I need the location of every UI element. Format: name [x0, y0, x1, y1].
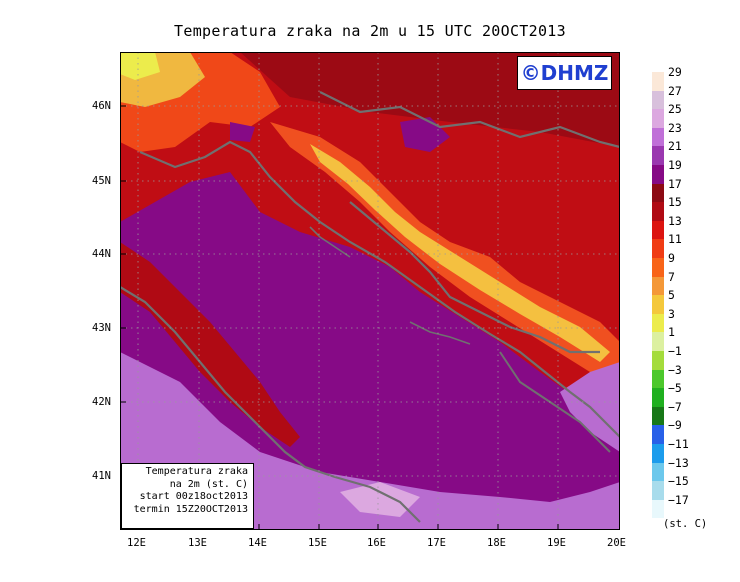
lon-label-14e: 14E [248, 537, 267, 549]
legend-label: 17 [668, 176, 682, 191]
northern-border [319, 91, 620, 149]
legend-label: 9 [668, 251, 675, 265]
lon-label-16e: 16E [367, 537, 386, 549]
island-chain-north [309, 226, 351, 258]
legend-swatch [652, 220, 664, 240]
legend-swatch [652, 295, 664, 314]
legend-label: −11 [668, 437, 689, 451]
legend-swatch [652, 332, 664, 351]
legend-label: 5 [668, 288, 675, 303]
lat-label-42n: 42N [92, 396, 111, 408]
istria-patch [230, 122, 255, 142]
legend-unit: (st. C) [663, 518, 708, 530]
italian-coastline [120, 286, 421, 523]
legend-swatch [652, 425, 664, 444]
legend-label: −9 [668, 418, 682, 433]
temperature-map [120, 52, 620, 530]
lat-label-43n: 43N [92, 322, 111, 334]
lon-label-19e: 19E [547, 537, 566, 549]
legend-label: 27 [668, 83, 682, 98]
lon-label-17e: 17E [427, 537, 446, 549]
lat-label-44n: 44N [92, 248, 111, 260]
lon-label-15e: 15E [308, 537, 327, 549]
alps-coldest-area [120, 52, 160, 80]
legend-label: 15 [668, 195, 682, 210]
dhmz-logo: ©DHMZ [517, 56, 612, 90]
legend-label: 13 [668, 213, 682, 228]
info-line-2: na 2m (st. C) [169, 478, 248, 490]
eastern-coastline [139, 140, 620, 438]
lon-label-20e: 20E [607, 537, 626, 549]
south-hot-patch [340, 482, 420, 517]
info-box: Temperatura zraka na 2m (st. C) start 00… [121, 463, 254, 529]
legend-label: 25 [668, 102, 682, 117]
legend-swatch [652, 146, 664, 165]
legend-swatch [652, 462, 664, 482]
legend-swatch [652, 90, 664, 110]
info-line-1: Temperatura zraka [145, 466, 248, 477]
legend-swatch [652, 109, 664, 128]
legend-label: −13 [668, 455, 689, 470]
legend-swatch [652, 127, 664, 147]
map-frame [120, 52, 620, 530]
legend-label: −5 [668, 381, 682, 396]
dinaric-ridge-cold [310, 144, 610, 362]
logo-text: ©DHMZ [520, 61, 609, 85]
lon-label-18e: 18E [487, 537, 506, 549]
legend-label: 7 [668, 269, 675, 284]
legend-label: −17 [668, 492, 689, 507]
legend-label: 19 [668, 158, 682, 172]
legend-swatch [652, 183, 664, 203]
adriatic-sea-warm [120, 172, 620, 530]
legend-swatch [652, 388, 664, 407]
lat-label-45n: 45N [92, 175, 111, 187]
lat-label-41n: 41N [92, 470, 111, 482]
legend-swatch [652, 258, 664, 277]
legend-label: −7 [668, 399, 682, 414]
legend-label: 11 [668, 232, 682, 247]
legend-swatch [652, 351, 664, 370]
legend-label: −15 [668, 474, 689, 489]
legend-swatch [652, 72, 664, 91]
legend-swatch [652, 369, 664, 389]
legend-label: 23 [668, 120, 682, 135]
legend-label: −3 [668, 362, 682, 377]
legend-label: 1 [668, 325, 675, 340]
info-line-4: termin 15Z20OCT2013 [133, 503, 248, 515]
italy-coast-red [120, 242, 300, 447]
lon-label-12e: 12E [127, 537, 146, 549]
info-line-3: start 00z18oct2013 [139, 491, 248, 503]
legend-swatch [652, 499, 664, 519]
inland-border [349, 201, 600, 354]
legend-label: 29 [668, 65, 682, 79]
lon-label-13e: 13E [188, 537, 207, 549]
legend-swatch [652, 165, 664, 184]
legend-label: −1 [668, 344, 682, 358]
legend-swatch [652, 239, 664, 258]
legend-swatch [652, 406, 664, 426]
legend-swatch [652, 313, 664, 333]
legend-swatch [652, 481, 664, 500]
island-chain-south [409, 321, 471, 345]
legend-swatch [652, 202, 664, 221]
legend-swatch [652, 276, 664, 296]
legend-swatch [652, 444, 664, 463]
legend-label: 3 [668, 306, 675, 321]
lat-label-46n: 46N [92, 100, 111, 112]
map-title: Temperatura zraka na 2m u 15 UTC 20OCT20… [174, 22, 566, 40]
legend-label: 21 [668, 139, 682, 154]
